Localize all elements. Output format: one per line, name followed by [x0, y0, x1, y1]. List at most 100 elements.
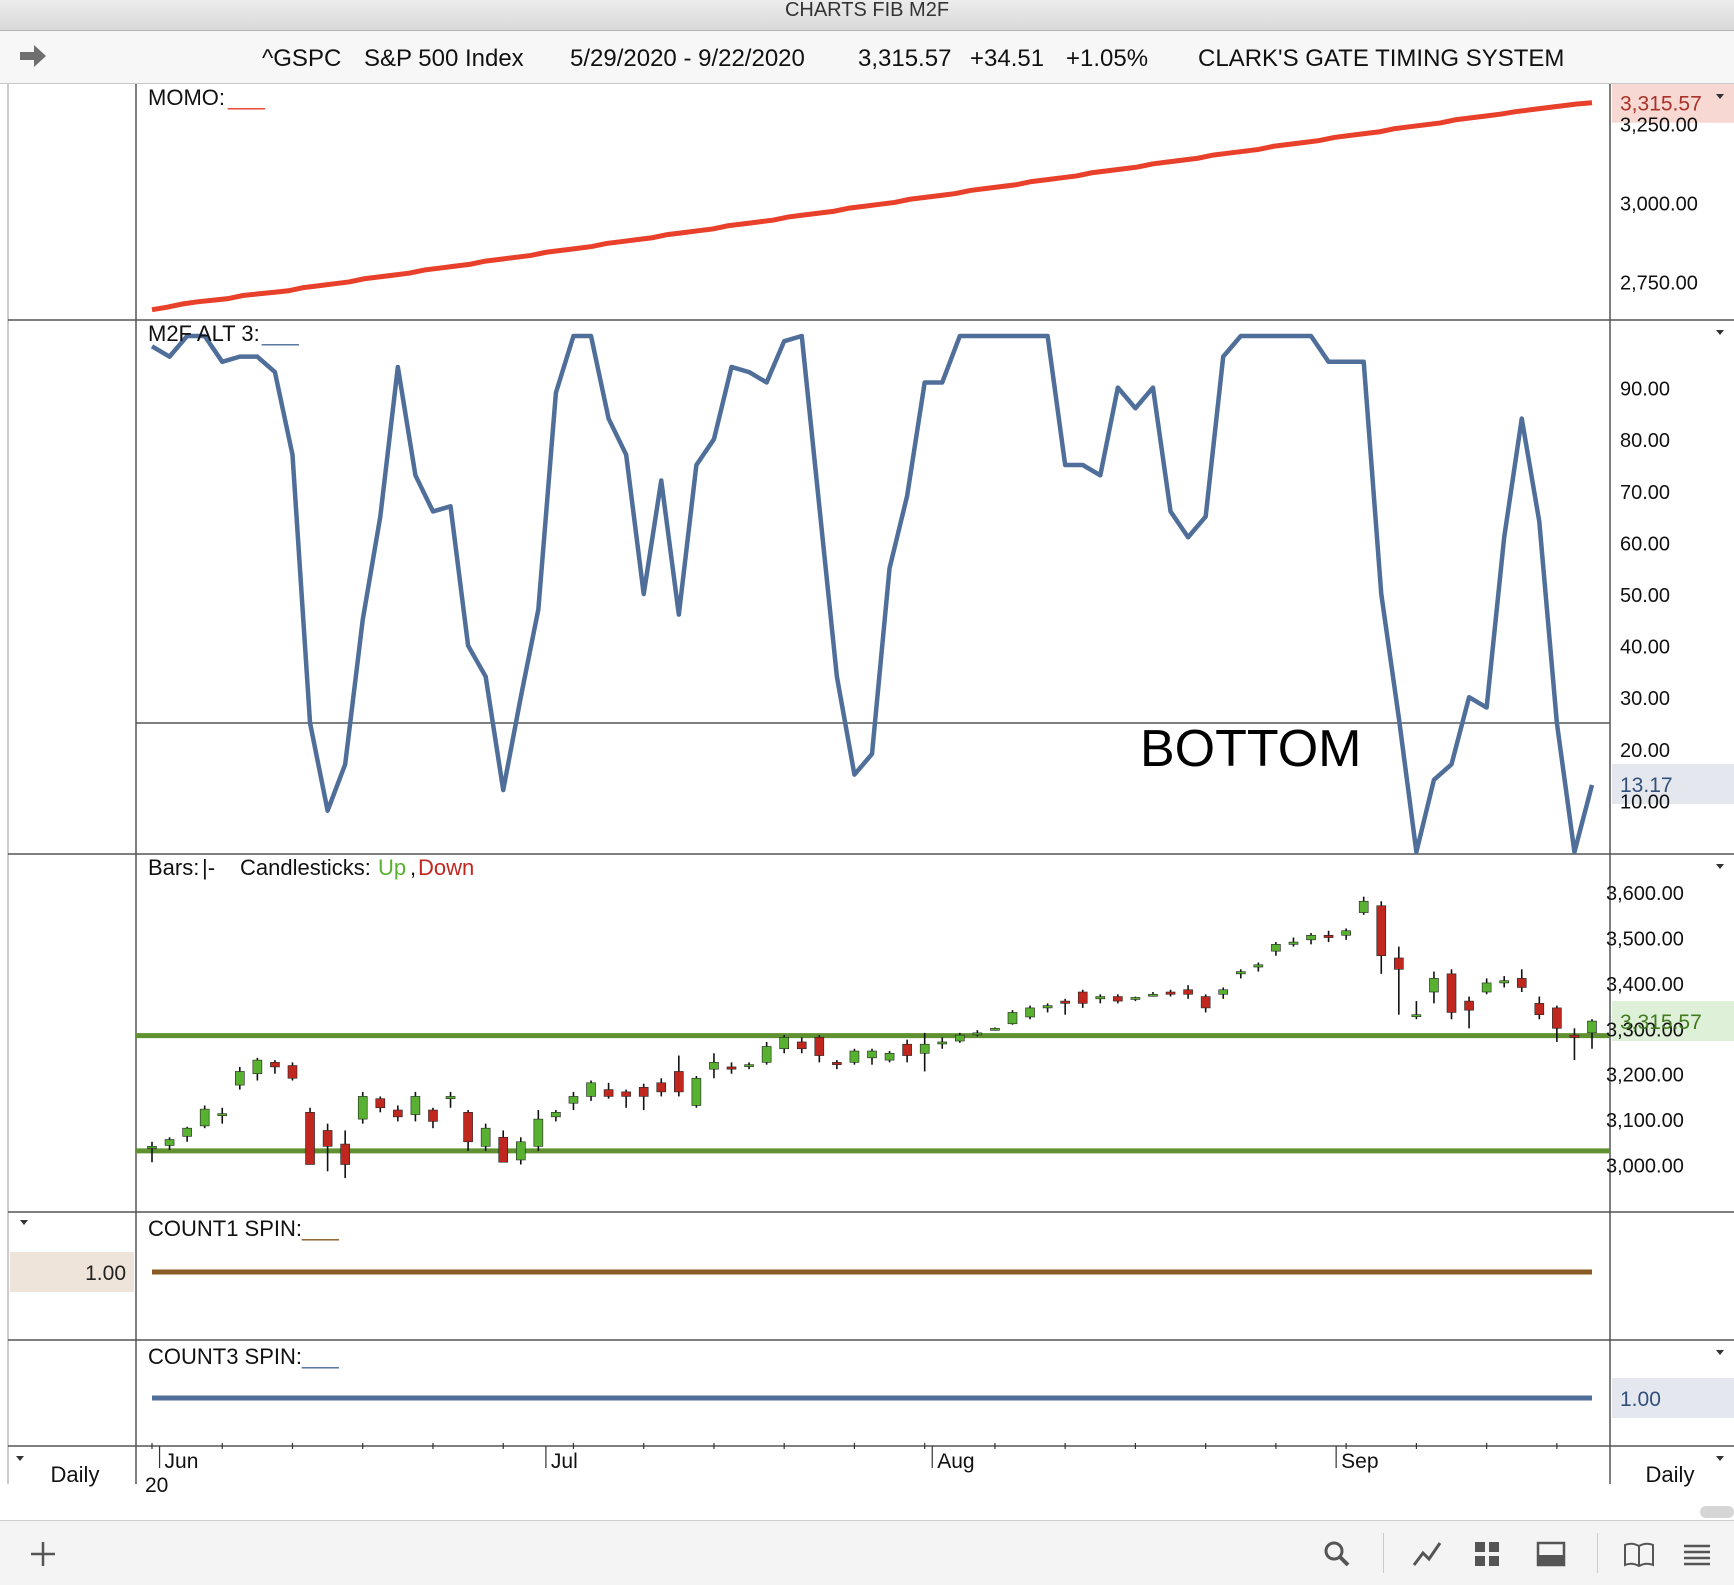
panel-menu-icon — [1716, 1456, 1724, 1461]
index-name: S&P 500 Index — [364, 45, 524, 72]
candle-down — [1464, 1000, 1474, 1011]
count3-value: 1.00 — [1620, 1388, 1661, 1411]
candle-up — [1481, 982, 1492, 993]
candle-down — [498, 1136, 509, 1163]
bottom-toolbar — [0, 1520, 1734, 1585]
panel-menu-icon — [16, 1456, 24, 1461]
price-ytick: 3,000.00 — [1606, 1155, 1684, 1177]
candle-up — [849, 1050, 860, 1063]
candle-down — [340, 1143, 350, 1165]
candle-down — [1323, 934, 1334, 938]
candle-down — [1569, 1034, 1580, 1038]
period-left: Daily — [51, 1462, 100, 1487]
panel-menu-icon — [20, 1220, 28, 1225]
candle-up — [709, 1062, 719, 1070]
candle-up — [1007, 1012, 1018, 1025]
month-label: Sep — [1341, 1450, 1378, 1473]
price-ytick: 3,200.00 — [1606, 1065, 1684, 1087]
candle-down — [1200, 996, 1211, 1009]
system-name: CLARK'S GATE TIMING SYSTEM — [1198, 45, 1565, 72]
panel-menu-icon — [1716, 1350, 1724, 1355]
momo-line — [151, 100, 1593, 313]
hamburger-icon[interactable] — [1680, 1537, 1714, 1571]
candle-up — [1235, 971, 1246, 975]
candle-down — [656, 1082, 667, 1093]
candle-up — [884, 1052, 895, 1061]
candle-down — [1113, 996, 1123, 1002]
candle-down — [322, 1130, 333, 1147]
candle-up — [919, 1043, 930, 1054]
legend-comma: , — [410, 855, 416, 880]
book-icon[interactable] — [1622, 1537, 1656, 1571]
candle-up — [761, 1046, 772, 1063]
candle-up — [480, 1127, 491, 1147]
candle-up — [1148, 993, 1158, 997]
price-ytick: 3,600.00 — [1606, 883, 1684, 905]
momo-last-value: 3,315.57 — [1620, 93, 1702, 116]
candle-up — [1499, 980, 1509, 984]
candle-up — [1042, 1005, 1053, 1009]
candle-down — [621, 1091, 631, 1097]
m2f-ytick: 70.00 — [1620, 482, 1670, 504]
candle-up — [445, 1096, 456, 1099]
candle-down — [726, 1066, 737, 1070]
candle-down — [814, 1037, 825, 1056]
price-change: +34.51 — [970, 45, 1045, 72]
period-right: Daily — [1646, 1462, 1695, 1487]
candle-up — [1271, 944, 1281, 952]
line-chart-icon[interactable] — [1410, 1537, 1444, 1571]
candle-down — [1516, 978, 1527, 988]
candle-up — [586, 1082, 596, 1097]
candle-up — [990, 1028, 1000, 1031]
candle-down — [1376, 905, 1387, 957]
candle-up — [1411, 1014, 1422, 1018]
candle-down — [463, 1111, 473, 1143]
candle-down — [270, 1062, 280, 1068]
price-ytick: 3,400.00 — [1606, 974, 1684, 996]
momo-ytick: 3,250.00 — [1620, 115, 1698, 137]
plus-icon[interactable] — [26, 1537, 60, 1571]
panel-icon[interactable] — [1534, 1537, 1568, 1571]
candle-up — [182, 1127, 192, 1137]
candle-down — [638, 1087, 649, 1097]
bottom-annotation: BOTTOM — [1140, 720, 1361, 778]
grid-icon[interactable] — [1470, 1537, 1504, 1571]
candle-up — [533, 1118, 544, 1147]
panel-menu-icon — [1716, 864, 1724, 869]
candle-up — [410, 1096, 421, 1115]
candle-down — [1165, 991, 1176, 995]
candle-down — [1394, 957, 1404, 970]
m2f-line — [150, 333, 1595, 855]
candle-down — [674, 1071, 684, 1093]
candle-down — [1077, 991, 1088, 1004]
price-ytick: 3,100.00 — [1606, 1110, 1684, 1132]
candle-down — [1534, 1003, 1545, 1016]
candle-up — [1253, 964, 1264, 968]
candle-up — [1306, 934, 1316, 941]
m2f-ytick: 30.00 — [1620, 688, 1670, 710]
candle-up — [1587, 1020, 1597, 1034]
count1-panel-label: COUNT1 SPIN: — [148, 1216, 302, 1241]
count3-legend-swatch: ___ — [301, 1344, 339, 1369]
candle-up — [1358, 900, 1369, 913]
search-icon[interactable] — [1320, 1537, 1354, 1571]
candlesticks-label: Candlesticks: — [240, 855, 371, 880]
candle-up — [164, 1139, 175, 1146]
candle-up — [691, 1077, 702, 1106]
candle-down — [1060, 1000, 1070, 1004]
bars-legend-swatch: |- — [202, 855, 215, 880]
candle-up — [1130, 997, 1141, 1000]
candle-up — [357, 1096, 368, 1120]
momo-legend-swatch: ___ — [227, 85, 265, 110]
window-titlebar: CHARTS FIB M2F — [0, 0, 1734, 31]
candle-up — [551, 1111, 561, 1118]
candle-up — [972, 1032, 983, 1036]
candle-up — [217, 1113, 228, 1116]
count1-value: 1.00 — [85, 1262, 126, 1285]
window-title: CHARTS FIB M2F — [784, 0, 950, 21]
candle-down — [796, 1041, 807, 1050]
price-change-percent: +1.05% — [1066, 45, 1149, 72]
forward-arrow-icon[interactable] — [18, 43, 48, 69]
m2f-ytick: 40.00 — [1620, 637, 1670, 659]
